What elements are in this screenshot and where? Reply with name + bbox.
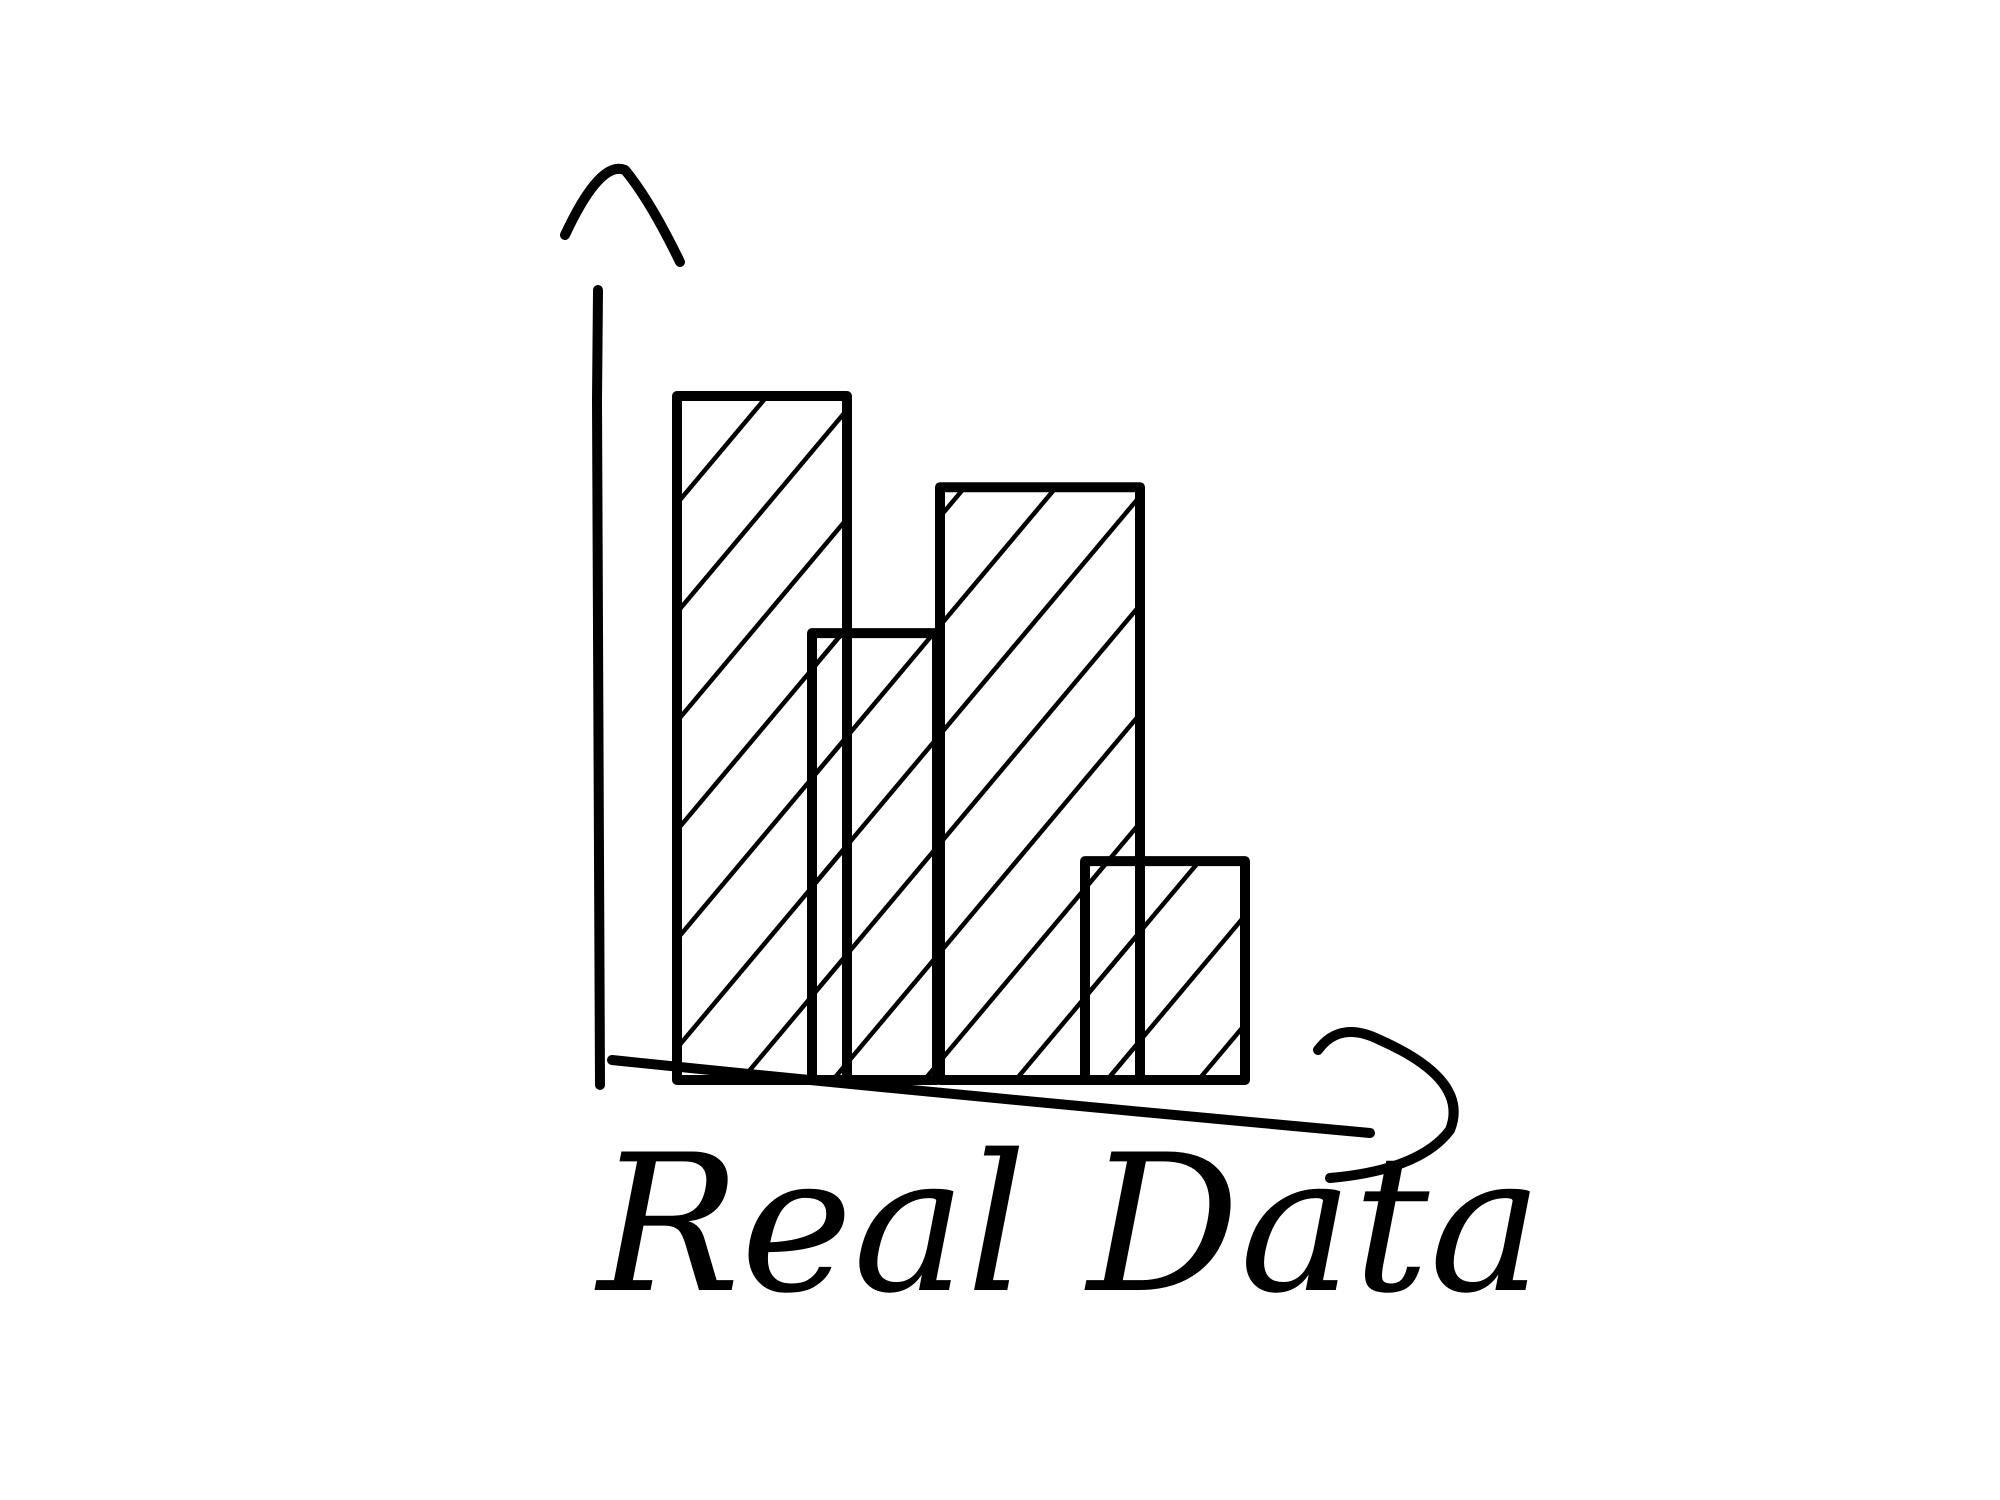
y-axis-arrow (560, 163, 685, 267)
x-axis-arrow (1313, 1027, 1459, 1183)
bar (807, 628, 942, 1085)
chart-title: Real Data (594, 1114, 1542, 1335)
y-axis (592, 285, 605, 1090)
bar (1080, 856, 1250, 1085)
